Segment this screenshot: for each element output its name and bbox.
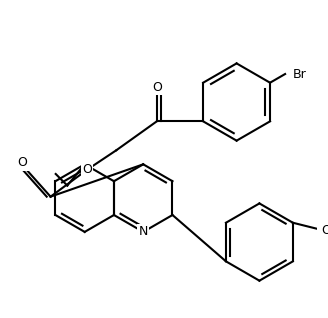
Text: O: O — [82, 163, 92, 176]
Text: O: O — [152, 81, 162, 94]
Text: O: O — [18, 156, 28, 169]
Text: O: O — [321, 224, 328, 237]
Text: Br: Br — [293, 67, 307, 80]
Text: N: N — [138, 225, 148, 238]
